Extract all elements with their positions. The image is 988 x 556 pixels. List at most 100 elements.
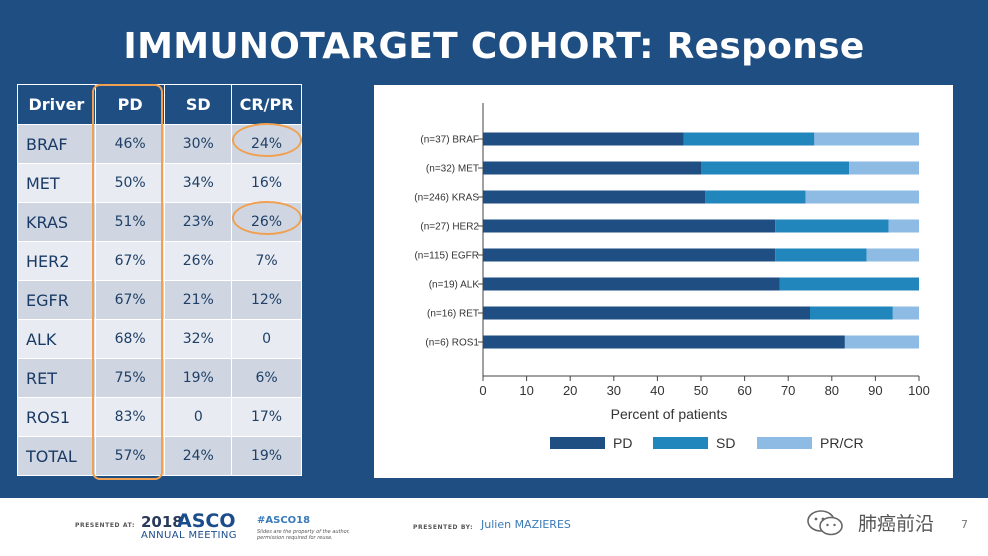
page-number: 7 xyxy=(961,518,968,531)
bar-segment-pr-cr xyxy=(849,161,919,175)
driver-cell: TOTAL xyxy=(17,436,96,476)
crpr-cell: 19% xyxy=(231,436,302,476)
legend-swatch xyxy=(757,437,812,449)
bar-segment-sd xyxy=(701,161,850,175)
table-row: ALK 68% 32% 0 xyxy=(17,319,302,359)
pd-cell: 51% xyxy=(94,202,166,242)
bar-segment-pd xyxy=(483,248,776,262)
chart-panel: (n=37) BRAF (n=32) MET (n=246) KRAS (n=27) … xyxy=(374,85,953,478)
table-row: EGFR 67% 21% 12% xyxy=(17,280,302,320)
x-tick-label: 50 xyxy=(694,383,708,398)
response-table: Driver PD SD CR/PR BRAF 46% 30% 24% MET 50% 3… xyxy=(17,84,302,476)
x-tick-label: 60 xyxy=(737,383,751,398)
presented-at-label: PRESENTED AT: xyxy=(75,522,135,529)
category-label: (n=16) RET xyxy=(427,309,479,320)
header-sd: SD xyxy=(164,84,233,125)
legend-label: PR/CR xyxy=(820,435,864,451)
driver-cell: MET xyxy=(17,163,96,203)
presenter-name: Julien MAZIERES xyxy=(481,518,571,531)
bar-segment-pr-cr xyxy=(866,248,919,262)
sd-cell: 19% xyxy=(164,358,233,398)
bar-segment-pd xyxy=(483,161,701,175)
bar-segment-sd xyxy=(775,219,889,233)
table-row: RET 75% 19% 6% xyxy=(17,358,302,398)
x-tick-label: 90 xyxy=(868,383,882,398)
driver-cell: BRAF xyxy=(17,124,96,164)
driver-cell: ALK xyxy=(17,319,96,359)
driver-cell: RET xyxy=(17,358,96,398)
legend-swatch xyxy=(550,437,605,449)
driver-cell: HER2 xyxy=(17,241,96,281)
bar-segment-pr-cr xyxy=(892,306,919,320)
pd-cell: 67% xyxy=(94,280,166,320)
pd-cell: 68% xyxy=(94,319,166,359)
bar-segment-sd xyxy=(779,277,919,291)
legend-label: SD xyxy=(716,435,735,451)
pd-cell: 46% xyxy=(94,124,166,164)
bar-segment-sd xyxy=(775,248,867,262)
sd-cell: 23% xyxy=(164,202,233,242)
x-tick-label: 30 xyxy=(607,383,621,398)
pd-cell: 67% xyxy=(94,241,166,281)
table-row: TOTAL 57% 24% 19% xyxy=(17,436,302,476)
bar-segment-pd xyxy=(483,132,684,146)
sd-cell: 0 xyxy=(164,397,233,437)
bar-segment-pd xyxy=(483,306,810,320)
asco-logo-text: ASCO xyxy=(177,510,236,532)
sd-cell: 34% xyxy=(164,163,233,203)
x-axis-label: Percent of patients xyxy=(611,406,728,422)
bar-segment-sd xyxy=(705,190,806,204)
driver-cell: KRAS xyxy=(17,202,96,242)
sd-cell: 24% xyxy=(164,436,233,476)
category-label: (n=37) BRAF xyxy=(420,135,479,146)
crpr-cell: 6% xyxy=(231,358,302,398)
crpr-cell: 26% xyxy=(231,202,302,242)
table-header-row: Driver PD SD CR/PR xyxy=(17,84,302,125)
x-tick-label: 40 xyxy=(650,383,664,398)
category-label: (n=19) ALK xyxy=(429,280,480,291)
table-row: HER2 67% 26% 7% xyxy=(17,241,302,281)
header-pd: PD xyxy=(94,84,166,125)
bar-segment-pd xyxy=(483,335,845,349)
crpr-cell: 0 xyxy=(231,319,302,359)
x-tick-label: 100 xyxy=(908,383,930,398)
sd-cell: 21% xyxy=(164,280,233,320)
x-tick-label: 0 xyxy=(479,383,486,398)
bar-segment-sd xyxy=(810,306,893,320)
header-crpr: CR/PR xyxy=(231,84,302,125)
table-row: MET 50% 34% 16% xyxy=(17,163,302,203)
crpr-cell: 17% xyxy=(231,397,302,437)
x-tick-label: 20 xyxy=(563,383,577,398)
bar-segment-pr-cr xyxy=(888,219,919,233)
bar-segment-pd xyxy=(483,277,780,291)
bar-segment-pd xyxy=(483,219,776,233)
presented-by-label: PRESENTED BY: xyxy=(413,524,474,531)
bar-segment-pd xyxy=(483,190,706,204)
watermark-text: 肺癌前沿 xyxy=(858,513,935,535)
category-label: (n=27) HER2 xyxy=(420,222,479,233)
pd-cell: 75% xyxy=(94,358,166,398)
category-label: (n=246) KRAS xyxy=(414,193,479,204)
bar-segment-pr-cr xyxy=(814,132,919,146)
table-row: BRAF 46% 30% 24% xyxy=(17,124,302,164)
category-label: (n=115) EGFR xyxy=(414,251,479,262)
category-label: (n=32) MET xyxy=(426,164,479,175)
crpr-cell: 12% xyxy=(231,280,302,320)
hashtag: #ASCO18 xyxy=(257,515,311,526)
x-tick-label: 80 xyxy=(825,383,839,398)
asco-meeting-label: ANNUAL MEETING xyxy=(141,530,237,541)
pd-cell: 57% xyxy=(94,436,166,476)
header-driver: Driver xyxy=(17,84,96,125)
slide-title: IMMUNOTARGET COHORT: Response xyxy=(123,26,865,67)
crpr-cell: 24% xyxy=(231,124,302,164)
sd-cell: 32% xyxy=(164,319,233,359)
footer: PRESENTED AT: 2018 ASCO ANNUAL MEETING #… xyxy=(0,498,988,556)
x-tick-label: 10 xyxy=(519,383,533,398)
driver-cell: EGFR xyxy=(17,280,96,320)
crpr-cell: 7% xyxy=(231,241,302,281)
driver-cell: ROS1 xyxy=(17,397,96,437)
pd-cell: 50% xyxy=(94,163,166,203)
x-tick-label: 70 xyxy=(781,383,795,398)
bar-segment-pr-cr xyxy=(844,335,919,349)
category-label: (n=6) ROS1 xyxy=(425,338,479,349)
